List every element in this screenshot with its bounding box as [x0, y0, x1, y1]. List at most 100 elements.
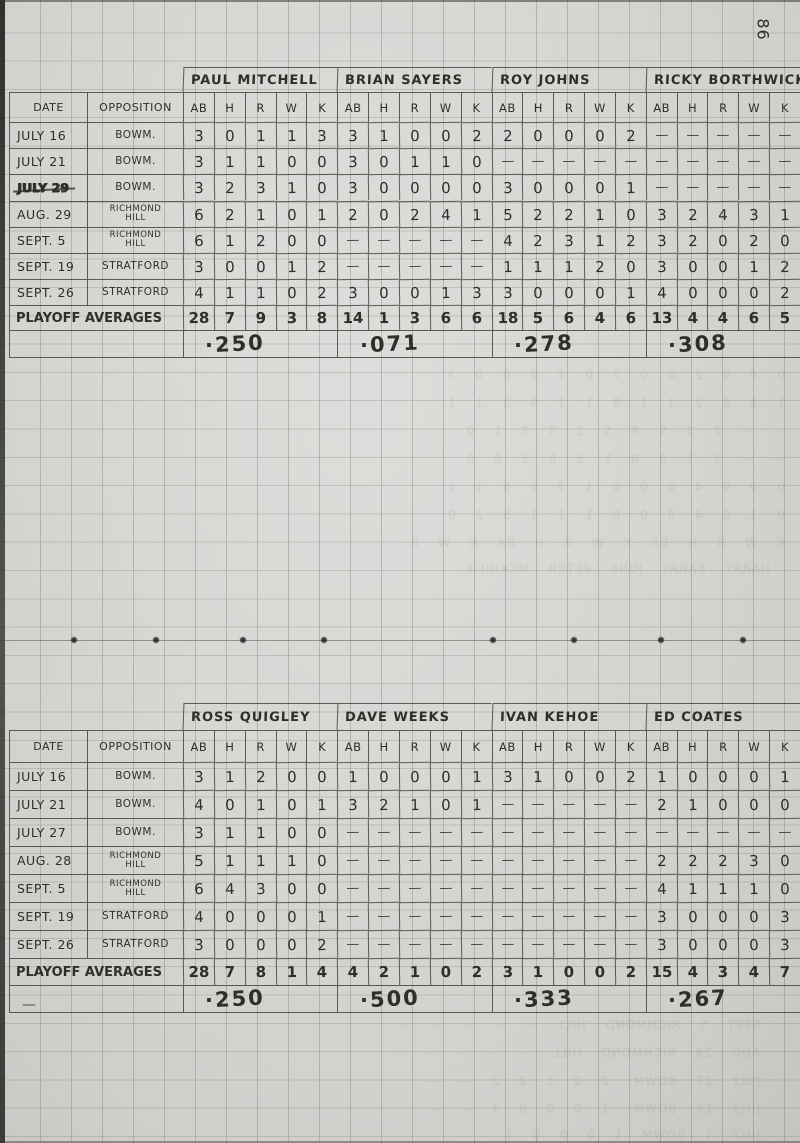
stat-cell: 1	[213, 147, 245, 175]
names-spacer	[9, 703, 183, 730]
stat-cell: 4	[182, 278, 215, 306]
stat-cell: 1	[275, 174, 307, 201]
stat-cell: 0	[707, 761, 739, 791]
stat-cell: 1	[244, 121, 276, 149]
stat-cell: 3	[738, 200, 770, 228]
opposition-cell: BOWM.	[87, 174, 183, 201]
stat-cell: 1	[398, 789, 431, 819]
stat-cell: —	[522, 845, 554, 875]
stat-cell: 0	[275, 901, 307, 931]
stat-cell: —	[429, 901, 461, 931]
total-cell: 4	[583, 305, 616, 331]
stat-cell: 1	[275, 845, 307, 875]
stat-cell: —	[583, 901, 616, 931]
stat-cell: 0	[275, 873, 307, 903]
date-cell: AUG. 29	[9, 200, 87, 227]
stat-cell: —	[583, 873, 616, 903]
bleed-through-text: AUG 28 RICHMOND HILL — — — — —	[392, 1046, 760, 1060]
date-header: DATE	[9, 730, 87, 762]
bleed-through-text: JULY 1 BOWM 1 0 0 0 1	[504, 1128, 760, 1142]
stat-cell: 2	[676, 226, 708, 254]
stat-cell: 2	[213, 174, 245, 201]
stat-cell: 3	[337, 789, 369, 819]
names-spacer	[9, 67, 183, 92]
opposition-cell: STRATFORD	[87, 930, 183, 958]
stat-cell: 1	[583, 226, 616, 254]
bleed-through-text: — — 2 3 5 8 5 2 3 3 1 0	[465, 424, 785, 438]
batting-average: ·500	[359, 985, 421, 1013]
stat-cell: —	[429, 817, 461, 847]
stat-column-header: W	[584, 92, 615, 122]
stat-column-header: AB	[645, 92, 677, 122]
stat-cell: 4	[429, 200, 461, 228]
stat-cell: —	[429, 845, 461, 875]
total-cell: 1	[367, 305, 400, 331]
stat-cell: —	[552, 929, 585, 959]
stat-cell: 4	[645, 278, 677, 306]
stat-cell: —	[491, 845, 523, 875]
stat-column-header: H	[522, 92, 554, 122]
total-cell: 8	[244, 957, 276, 986]
stat-cell: 0	[768, 226, 800, 254]
stat-cell: —	[614, 147, 646, 175]
stat-cell: 0	[460, 174, 492, 201]
stat-column-header: W	[429, 92, 461, 122]
stat-cell: —	[707, 147, 739, 175]
stat-cell: 0	[707, 278, 739, 306]
stat-cell: —	[614, 789, 646, 819]
stat-cell: —	[738, 147, 770, 175]
stat-column-header: H	[368, 92, 399, 122]
batting-average: ·250	[204, 985, 266, 1013]
stat-cell: 1	[768, 761, 800, 791]
total-cell: 8	[306, 305, 338, 331]
stat-cell: 1	[614, 174, 646, 201]
stat-column-header: AB	[183, 92, 214, 122]
stat-cell: 0	[676, 761, 708, 791]
stat-cell: —	[367, 226, 400, 254]
stat-cell: —	[367, 845, 400, 875]
stat-cell: 3	[306, 121, 338, 149]
opposition-line: HILL	[125, 213, 146, 224]
stat-cell: 1	[676, 873, 708, 903]
stat-cell: 3	[768, 901, 800, 931]
stat-cell: 0	[583, 278, 616, 306]
stat-cell: —	[337, 873, 369, 903]
stat-cell: 0	[275, 278, 307, 306]
stat-cell: —	[398, 845, 431, 875]
date-cell: SEPT. 5	[9, 226, 87, 253]
date-cell: SEPT. 19	[9, 902, 87, 930]
bleed-through-text: — — 3 1 0 0 1 3 8 3 0 0	[465, 452, 785, 466]
total-cell: 15	[645, 957, 677, 986]
stat-cell: —	[429, 252, 461, 280]
stat-cell: 2	[398, 200, 431, 228]
stat-cell: —	[337, 252, 369, 280]
stats-table-bottom: ROSS QUIGLEY DAVE WEEKS IVAN KEHOE ED COATE…	[9, 703, 800, 1013]
total-cell: 3	[707, 957, 739, 986]
date-cell: JULY 16	[9, 762, 87, 790]
bleed-through-text: HARRY BARRY JUNE PETER MCKHILIK	[463, 562, 770, 576]
stat-cell: 1	[306, 789, 338, 819]
stat-cell: —	[552, 873, 585, 903]
stat-cell: —	[768, 147, 800, 175]
stat-cell: 4	[182, 789, 215, 819]
stat-cell: —	[614, 929, 646, 959]
date-cell: JULY 21	[9, 790, 87, 818]
stitch-dot	[490, 637, 496, 643]
stat-cell: —	[460, 226, 492, 254]
opposition-cell: RICHMOND HILL	[87, 846, 183, 874]
stat-cell: 0	[614, 252, 646, 280]
stat-cell: —	[552, 901, 585, 931]
stat-column-header: H	[213, 730, 245, 762]
total-cell: 4	[337, 957, 369, 986]
stat-cell: 1	[306, 901, 338, 931]
stat-cell: —	[522, 901, 554, 931]
stat-column-header: W	[584, 730, 615, 762]
stat-column-header: K	[614, 92, 646, 122]
date-cell: SEPT. 26	[9, 279, 87, 306]
bleed-through-text: K W R H BA K W R H BA K W R	[409, 536, 785, 550]
stat-cell: 2	[306, 252, 338, 280]
bleed-through-text: 0 1 0 4 0 0 0 1 1 1 5 2 0	[446, 508, 785, 522]
stat-cell: 3	[182, 121, 215, 149]
total-cell: 9	[244, 305, 276, 331]
